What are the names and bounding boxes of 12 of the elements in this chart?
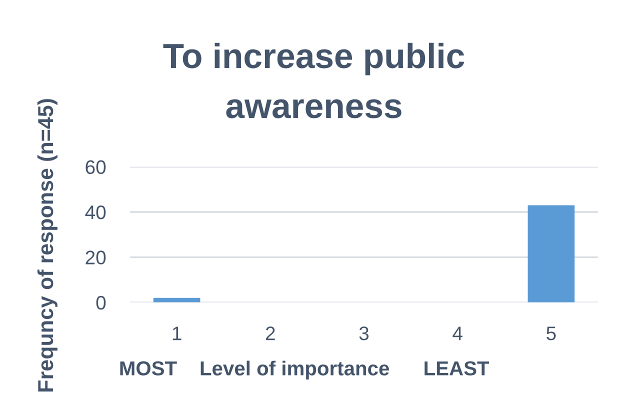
y-tick-label: 20 — [86, 250, 106, 264]
x-tick-label: 4 — [452, 326, 462, 340]
y-tick-label: 60 — [86, 160, 106, 174]
y-tick-label: 0 — [96, 296, 106, 310]
x-tick-label: 1 — [172, 326, 182, 340]
x-tick-label: 2 — [266, 326, 275, 340]
x-tick-label: 5 — [546, 326, 556, 340]
chart-title: To increase public awareness — [163, 42, 464, 118]
y-tick-label: 40 — [85, 205, 106, 220]
x-axis-title: MOST Level of importance LEAST — [120, 360, 490, 380]
x-tick-label: 3 — [359, 326, 369, 340]
y-axis-title: Frequncy of response (n=45) — [37, 99, 58, 392]
